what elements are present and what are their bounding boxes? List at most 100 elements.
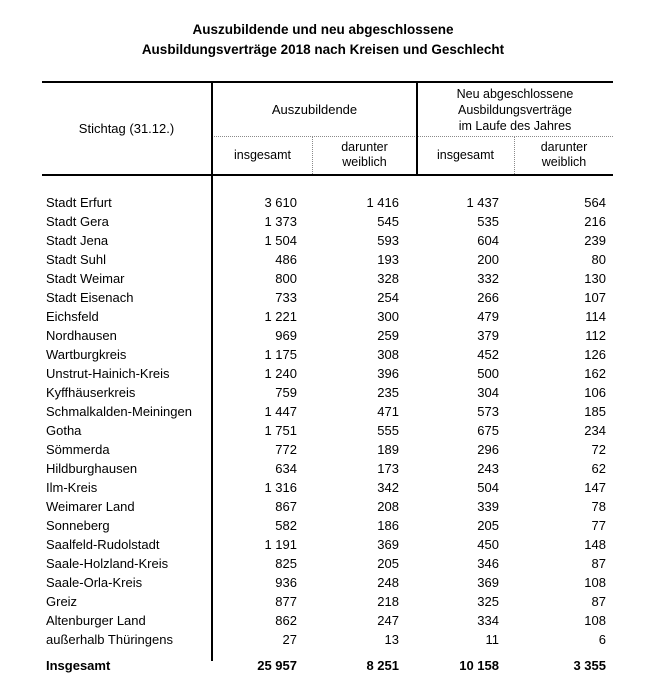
title-line-2: Ausbildungsverträge 2018 nach Kreisen un… — [141, 41, 505, 57]
row-value-auszubildende-insgesamt: 1 447 — [264, 404, 297, 419]
group-header-neue-vertraege: Neu abgeschlossene Ausbildungsverträge i… — [417, 83, 613, 136]
row-value-auszubildende-weiblich: 300 — [377, 309, 399, 324]
row-value-auszubildende-insgesamt: 582 — [275, 518, 297, 533]
table-row: Stadt Weimar 800 328 332 130 — [42, 269, 613, 288]
table-row: Stadt Suhl 486 193 200 80 — [42, 250, 613, 269]
row-value-auszubildende-weiblich: 189 — [377, 442, 399, 457]
row-value-auszubildende-insgesamt: 1 191 — [264, 537, 297, 552]
row-value-auszubildende-weiblich: 254 — [377, 290, 399, 305]
row-value-vertraege-weiblich: 107 — [584, 290, 606, 305]
row-value-vertraege-weiblich: 77 — [591, 518, 606, 533]
row-district: Schmalkalden-Meiningen — [46, 404, 192, 419]
row-value-auszubildende-insgesamt: 733 — [275, 290, 297, 305]
table-row: Altenburger Land 862 247 334 108 — [42, 611, 613, 630]
row-value-auszubildende-weiblich: 593 — [377, 233, 399, 248]
total-auszubildende-insgesamt: 25 957 — [257, 657, 297, 673]
row-value-auszubildende-insgesamt: 1 504 — [264, 233, 297, 248]
row-value-vertraege-weiblich: 114 — [585, 309, 606, 324]
row-value-vertraege-insgesamt: 200 — [477, 252, 499, 267]
row-district: Saale-Orla-Kreis — [46, 575, 143, 590]
row-value-vertraege-insgesamt: 604 — [477, 233, 499, 248]
table-row: Saalfeld-Rudolstadt 1 191 369 450 148 — [42, 535, 613, 554]
row-value-vertraege-insgesamt: 369 — [477, 575, 499, 590]
row-value-auszubildende-weiblich: 13 — [384, 632, 399, 647]
row-value-auszubildende-weiblich: 205 — [377, 556, 399, 571]
row-value-vertraege-weiblich: 234 — [584, 423, 606, 438]
page-title: Auszubildende und neu abgeschlossene Aus… — [0, 20, 646, 59]
row-district: Eichsfeld — [46, 309, 99, 324]
row-value-auszubildende-weiblich: 545 — [377, 214, 399, 229]
row-value-auszubildende-insgesamt: 1 316 — [264, 480, 297, 495]
total-vertraege-weiblich: 3 355 — [573, 657, 606, 673]
row-district: Saale-Holzland-Kreis — [46, 556, 169, 571]
header-bottom-rule — [42, 174, 613, 176]
total-auszubildende-weiblich: 8 251 — [366, 657, 399, 673]
row-value-vertraege-weiblich: 6 — [598, 632, 606, 647]
row-value-vertraege-insgesamt: 504 — [477, 480, 499, 495]
row-value-vertraege-weiblich: 126 — [584, 347, 606, 362]
row-value-vertraege-weiblich: 148 — [584, 537, 606, 552]
row-value-vertraege-insgesamt: 339 — [477, 499, 499, 514]
group-header-auszubildende: Auszubildende — [271, 102, 358, 117]
row-value-vertraege-weiblich: 130 — [584, 271, 606, 286]
stub-column-divider — [211, 81, 213, 661]
row-value-auszubildende-insgesamt: 1 373 — [264, 214, 297, 229]
table-row: Eichsfeld 1 221 300 479 114 — [42, 307, 613, 326]
table-row: Greiz 877 218 325 87 — [42, 592, 613, 611]
row-value-vertraege-insgesamt: 452 — [477, 347, 499, 362]
row-value-vertraege-insgesamt: 332 — [477, 271, 499, 286]
row-value-vertraege-insgesamt: 1 437 — [466, 195, 499, 210]
row-value-vertraege-weiblich: 112 — [585, 328, 606, 343]
subcolumn-divider-right — [514, 137, 515, 174]
row-district: Nordhausen — [46, 328, 117, 343]
row-district: Altenburger Land — [46, 613, 146, 628]
row-value-auszubildende-weiblich: 396 — [377, 366, 399, 381]
table-row: Schmalkalden-Meiningen 1 447 471 573 185 — [42, 402, 613, 421]
row-district: Stadt Erfurt — [46, 195, 112, 210]
subheader-auszubildende-insgesamt: insgesamt — [234, 147, 291, 162]
row-value-vertraege-insgesamt: 296 — [477, 442, 499, 457]
table-row: Unstrut-Hainich-Kreis 1 240 396 500 162 — [42, 364, 613, 383]
row-district: Unstrut-Hainich-Kreis — [46, 366, 170, 381]
row-district: Sonneberg — [46, 518, 110, 533]
row-district: Stadt Jena — [46, 233, 109, 248]
row-value-vertraege-insgesamt: 450 — [477, 537, 499, 552]
table-row: Kyffhäuserkreis 759 235 304 106 — [42, 383, 613, 402]
row-district: Saalfeld-Rudolstadt — [46, 537, 160, 552]
row-district: Stadt Eisenach — [46, 290, 134, 305]
corner-header-cell: Stichtag (31.12.) — [78, 121, 175, 136]
row-value-vertraege-weiblich: 78 — [591, 499, 606, 514]
table-row: Ilm-Kreis 1 316 342 504 147 — [42, 478, 613, 497]
row-value-vertraege-insgesamt: 266 — [477, 290, 499, 305]
title-line-1: Auszubildende und neu abgeschlossene — [192, 22, 454, 37]
row-value-vertraege-insgesamt: 675 — [477, 423, 499, 438]
row-value-vertraege-insgesamt: 334 — [477, 613, 499, 628]
row-value-auszubildende-insgesamt: 486 — [275, 252, 297, 267]
table-row: außerhalb Thüringens 27 13 11 6 — [42, 630, 613, 649]
table-top-rule — [42, 81, 613, 83]
table-row: Sömmerda 772 189 296 72 — [42, 440, 613, 459]
row-value-vertraege-weiblich: 216 — [584, 214, 606, 229]
row-value-vertraege-weiblich: 62 — [591, 461, 606, 476]
row-value-vertraege-insgesamt: 325 — [477, 594, 499, 609]
table-row: Saale-Orla-Kreis 936 248 369 108 — [42, 573, 613, 592]
row-district: Greiz — [46, 594, 78, 609]
row-value-vertraege-insgesamt: 11 — [485, 632, 500, 647]
row-value-auszubildende-weiblich: 555 — [377, 423, 399, 438]
row-value-vertraege-weiblich: 108 — [584, 613, 606, 628]
row-value-vertraege-weiblich: 564 — [584, 195, 606, 210]
table-row: Stadt Erfurt 3 610 1 416 1 437 564 — [42, 193, 613, 212]
row-district: außerhalb Thüringens — [46, 632, 173, 647]
row-district: Stadt Gera — [46, 214, 109, 229]
row-value-auszubildende-insgesamt: 867 — [275, 499, 297, 514]
row-value-auszubildende-weiblich: 218 — [377, 594, 399, 609]
row-value-auszubildende-insgesamt: 27 — [282, 632, 297, 647]
row-value-auszubildende-insgesamt: 1 221 — [264, 309, 297, 324]
row-value-auszubildende-insgesamt: 3 610 — [264, 195, 297, 210]
total-vertraege-insgesamt: 10 158 — [459, 657, 499, 673]
row-value-vertraege-weiblich: 108 — [584, 575, 606, 590]
row-value-auszubildende-weiblich: 186 — [377, 518, 399, 533]
row-district: Hildburghausen — [46, 461, 138, 476]
table-row: Stadt Jena 1 504 593 604 239 — [42, 231, 613, 250]
